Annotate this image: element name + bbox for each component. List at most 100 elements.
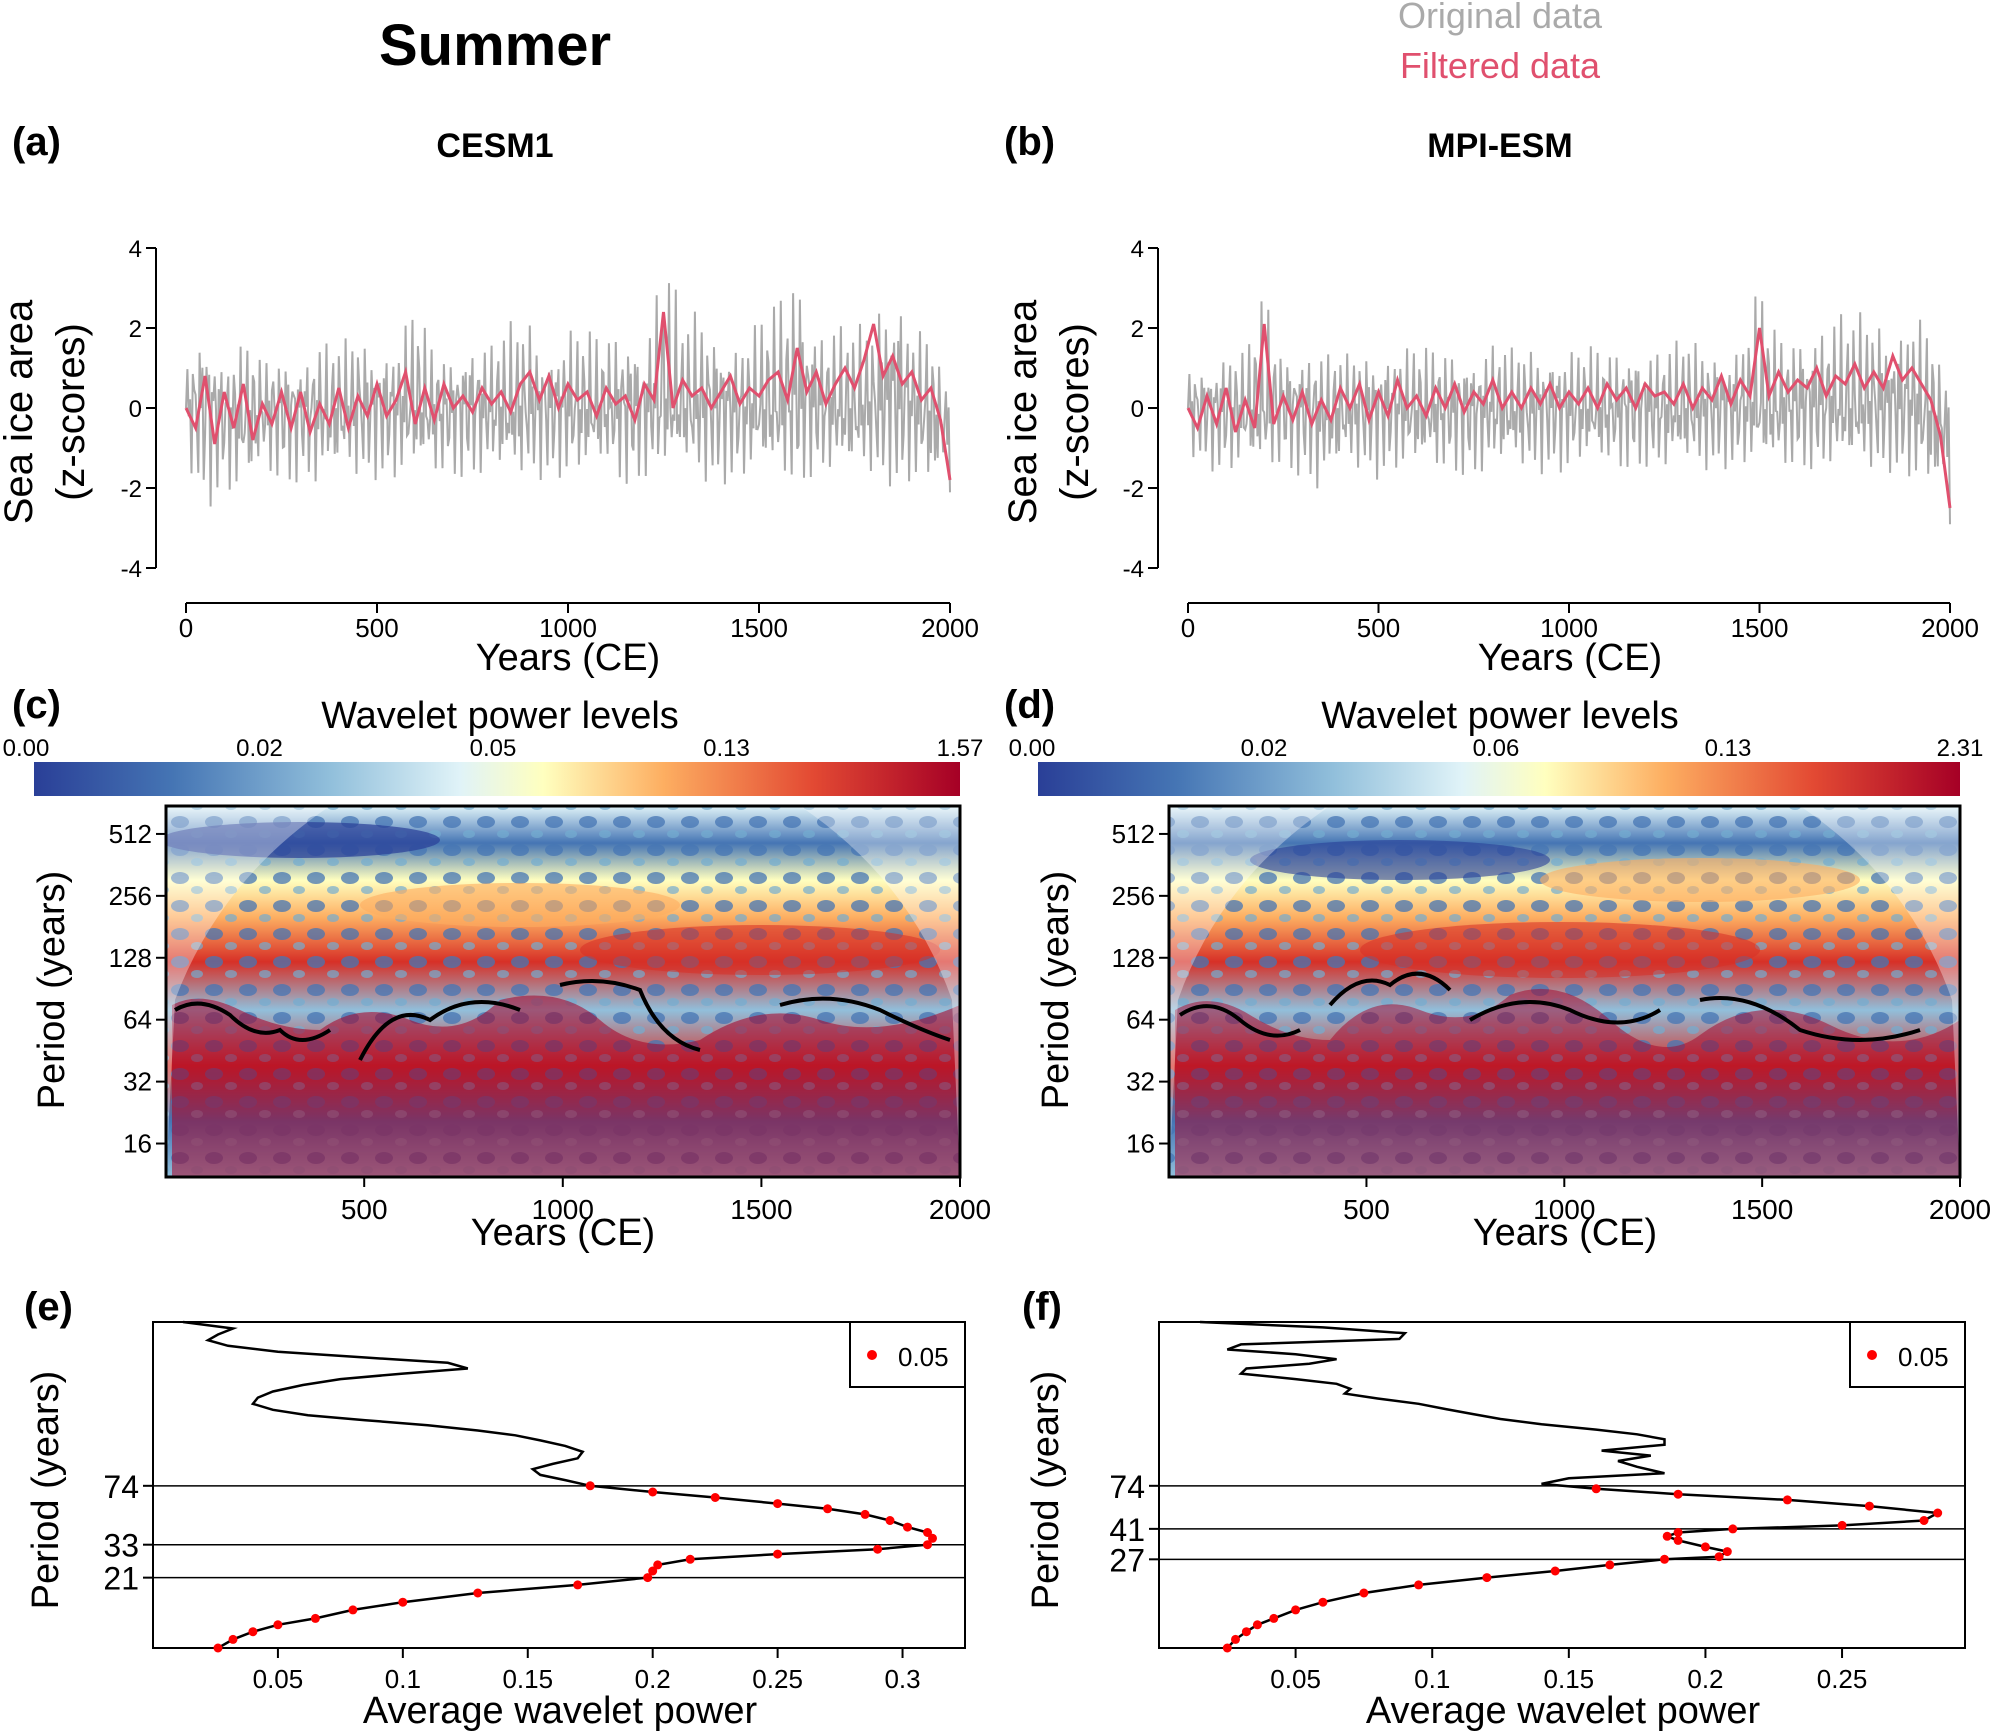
panel-a-ylabel-2: (z-scores) bbox=[49, 323, 93, 501]
panel-d-colorbar-tick: 0.02 bbox=[1241, 735, 1288, 762]
panel-d-xlabel: Years (CE) bbox=[1473, 1212, 1657, 1254]
panel-c-ytick-label: 128 bbox=[109, 943, 152, 973]
panel-f-label: (f) bbox=[1022, 1285, 1062, 1329]
panel-e-legend-label: 0.05 bbox=[898, 1342, 949, 1372]
panel-f-significant-point bbox=[1660, 1554, 1669, 1564]
panel-a-title: CESM1 bbox=[436, 127, 553, 165]
panel-d-ytick-label: 512 bbox=[1112, 819, 1155, 849]
panel-f-xtick-label: 0.05 bbox=[1270, 1664, 1321, 1694]
panel-f-significant-point bbox=[1414, 1580, 1424, 1590]
panel-c-colorbar-tick: 0.02 bbox=[236, 735, 283, 762]
panel-b-ylabel-1: Sea ice area bbox=[1001, 299, 1045, 524]
panel-b-title: MPI-ESM bbox=[1427, 127, 1572, 165]
panel-a-xtick-label: 1000 bbox=[539, 613, 597, 643]
panel-c-ytick-label: 512 bbox=[109, 819, 152, 849]
panel-e-frame bbox=[152, 1321, 966, 1649]
panel-f-significant-point bbox=[1550, 1566, 1560, 1576]
panel-f-significant-point bbox=[1269, 1613, 1279, 1623]
panel-e-significant-point bbox=[928, 1533, 937, 1543]
panel-e-significant-point bbox=[648, 1487, 658, 1497]
panel-e-ylabel: Period (years) bbox=[25, 1371, 67, 1610]
panel-e-plot bbox=[153, 1320, 965, 1653]
panel-e-power-curve bbox=[182, 1320, 935, 1650]
panel-d-ytick-label: 16 bbox=[1126, 1129, 1155, 1159]
panel-f-significant-point bbox=[1782, 1495, 1792, 1505]
panel-d-colorbar-tick: 0.00 bbox=[1009, 735, 1056, 762]
panel-c-heatmap bbox=[166, 806, 960, 1177]
panel-d-colorbar-tick: 2.31 bbox=[1937, 735, 1984, 762]
panel-a-plot bbox=[184, 283, 952, 507]
legend-filtered: Filtered data bbox=[1400, 45, 1601, 86]
panel-d-colorbar-title: Wavelet power levels bbox=[1321, 695, 1679, 737]
panel-c-xtick-label: 1000 bbox=[532, 1194, 594, 1225]
panel-b-ytick-label: 4 bbox=[1131, 236, 1144, 263]
panel-e-significant-point bbox=[228, 1634, 238, 1644]
panel-c-xtick-label: 500 bbox=[341, 1194, 388, 1225]
panel-e-significant-point bbox=[310, 1613, 320, 1623]
panel-d-ylabel: Period (years) bbox=[1035, 871, 1077, 1110]
panel-e-xtick-label: 0.15 bbox=[502, 1664, 553, 1694]
panel-f-ytick-label: 74 bbox=[1109, 1469, 1145, 1505]
panel-e-significant-point bbox=[903, 1522, 912, 1532]
panel-e-xtick-label: 0.3 bbox=[884, 1664, 920, 1694]
panel-e-significant-point bbox=[648, 1566, 658, 1576]
panel-c-ytick-label: 64 bbox=[123, 1005, 152, 1035]
panel-d-colorbar bbox=[1038, 762, 1960, 796]
panel-f-significant-point bbox=[1919, 1516, 1929, 1525]
panel-f-significant-point bbox=[1728, 1524, 1738, 1534]
panel-f-legend-label: 0.05 bbox=[1898, 1342, 1949, 1372]
panel-e-ytick-label: 74 bbox=[103, 1469, 139, 1505]
panel-f-significant-point bbox=[1482, 1573, 1492, 1583]
panel-e-significant-point bbox=[248, 1627, 258, 1637]
panel-b-axes: -4 -2 0 2 4 0 500 1000 1500 2000 bbox=[1123, 236, 1979, 643]
panel-e-significant-point bbox=[473, 1588, 483, 1598]
panel-d-colorbar-tick: 0.13 bbox=[1705, 735, 1752, 762]
panel-b-filtered-series bbox=[1186, 323, 1952, 509]
panel-e-significant-point bbox=[348, 1605, 358, 1615]
panel-a-xtick-label: 500 bbox=[355, 613, 398, 643]
panel-f-xtick-label: 0.2 bbox=[1687, 1664, 1723, 1694]
panel-a-xtick-label: 1500 bbox=[730, 613, 788, 643]
panel-f-xtick-label: 0.15 bbox=[1544, 1664, 1595, 1694]
panel-f-ylabel: Period (years) bbox=[1025, 1371, 1067, 1610]
panel-d-ytick-label: 128 bbox=[1112, 943, 1155, 973]
panel-a-xlabel: Years (CE) bbox=[476, 637, 660, 679]
panel-f-power-curve bbox=[1199, 1320, 1942, 1649]
panel-d-label: (d) bbox=[1004, 683, 1055, 727]
panel-b-ytick-label: 2 bbox=[1131, 316, 1144, 343]
panel-c-colorbar-tick: 0.00 bbox=[3, 735, 50, 762]
panel-a-label: (a) bbox=[12, 120, 61, 164]
panel-c-xlabel: Years (CE) bbox=[471, 1212, 655, 1254]
panel-a: (a) CESM1 Sea ice area (z-scores) Years … bbox=[0, 120, 979, 679]
panel-f-significant-point bbox=[1662, 1531, 1672, 1541]
panel-f-legend-dot bbox=[1867, 1350, 1877, 1360]
panel-a-ytick-label: 2 bbox=[129, 316, 142, 343]
panel-e-significant-point bbox=[823, 1504, 833, 1514]
panel-f-significant-point bbox=[1700, 1542, 1710, 1552]
panel-d-ytick-label: 256 bbox=[1112, 881, 1155, 911]
panel-b-xlabel: Years (CE) bbox=[1478, 637, 1662, 679]
panel-e-legend-dot bbox=[867, 1350, 877, 1360]
panel-a-ytick-label: -4 bbox=[121, 556, 142, 583]
panel-a-xtick-label: 2000 bbox=[921, 613, 979, 643]
panel-e-ytick-label: 33 bbox=[103, 1528, 139, 1564]
panel-c-colorbar-ticks: 0.00 0.02 0.05 0.13 1.57 bbox=[3, 735, 984, 762]
panel-d-colorbar-ticks: 0.00 0.02 0.06 0.13 2.31 bbox=[1009, 735, 1984, 762]
panel-e-significant-point bbox=[585, 1481, 595, 1491]
panel-b-ytick-label: 0 bbox=[1131, 396, 1144, 423]
panel-b-xtick-label: 1500 bbox=[1731, 613, 1789, 643]
panel-e-significant-point bbox=[860, 1509, 870, 1519]
panel-f-xlabel: Average wavelet power bbox=[1366, 1690, 1761, 1732]
panel-e-xtick-label: 0.05 bbox=[253, 1664, 304, 1694]
panel-f-significant-point bbox=[1222, 1643, 1232, 1653]
panel-f-significant-point bbox=[1359, 1588, 1369, 1598]
panel-d-ytick-label: 64 bbox=[1126, 1005, 1155, 1035]
panel-f-significant-point bbox=[1291, 1605, 1301, 1615]
panel-c-colorbar-tick: 0.13 bbox=[703, 735, 750, 762]
panel-e-significant-point bbox=[573, 1580, 583, 1590]
panel-f-significant-point bbox=[1722, 1547, 1732, 1557]
panel-f-significant-point bbox=[1318, 1597, 1328, 1607]
panel-a-filtered-series bbox=[184, 311, 952, 481]
